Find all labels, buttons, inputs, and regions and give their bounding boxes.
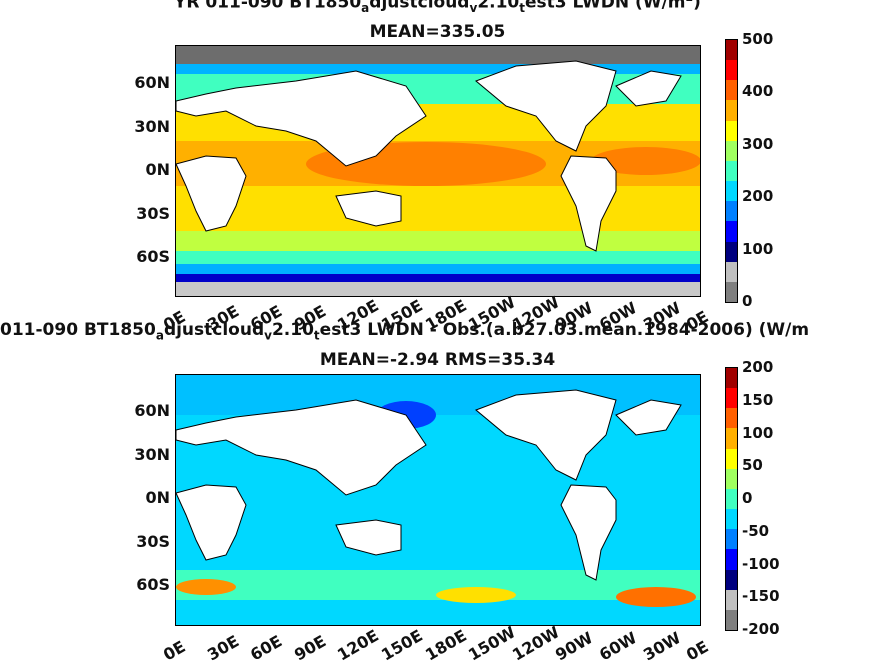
panel2-map bbox=[175, 374, 701, 626]
colorbar-tick-label: 0 bbox=[742, 292, 753, 310]
lat-label-0n-2: 0N bbox=[145, 488, 170, 507]
colorbar-segment bbox=[726, 569, 737, 590]
colorbar-segment bbox=[726, 589, 737, 610]
lat-label-30s-2: 30S bbox=[136, 532, 170, 551]
lon-label: 30E bbox=[203, 631, 242, 664]
colorbar-segment bbox=[726, 509, 737, 530]
panel1-subtitle: MEAN=335.05 bbox=[369, 22, 506, 42]
colorbar-tick-label: 500 bbox=[742, 30, 774, 48]
colorbar-tick-label: 400 bbox=[742, 82, 774, 101]
colorbar-segment bbox=[726, 261, 737, 282]
colorbar-segment bbox=[726, 241, 737, 262]
colorbar-segment bbox=[726, 60, 737, 81]
lon-label: 180E bbox=[421, 625, 470, 664]
colorbar-tick-label: -100 bbox=[742, 554, 780, 573]
lon-label: 60E bbox=[247, 631, 286, 664]
lon-label: 0E bbox=[683, 636, 712, 664]
colorbar-tick-label: 300 bbox=[742, 134, 774, 153]
panel1-map bbox=[175, 45, 701, 297]
lon-label: 150W bbox=[465, 622, 519, 664]
colorbar-tick-label: 150 bbox=[742, 390, 774, 409]
colorbar-segment bbox=[726, 140, 737, 161]
colorbar-segment bbox=[726, 468, 737, 489]
lat-label-30s-1: 30S bbox=[136, 204, 170, 223]
colorbar-segment bbox=[726, 609, 737, 630]
colorbar-segment bbox=[726, 120, 737, 141]
colorbar-segment bbox=[726, 388, 737, 409]
colorbar-tick-label: 100 bbox=[742, 423, 774, 442]
colorbar-tick-label: 100 bbox=[742, 239, 774, 258]
panel2-title: 011-090 BT1850adjustcloudv2.10test3 LWDN… bbox=[0, 320, 810, 343]
lon-label: 0E bbox=[160, 636, 189, 664]
lat-label-60n-1: 60N bbox=[134, 73, 170, 92]
panel1-colorbar bbox=[725, 39, 738, 303]
colorbar-segment bbox=[726, 80, 737, 101]
colorbar-tick-label: -150 bbox=[742, 587, 780, 606]
panel1-title: YR 011-090 BT1850adjustcloudv2.10test3 L… bbox=[174, 0, 701, 16]
lon-label: 150E bbox=[378, 625, 426, 664]
colorbar-segment bbox=[726, 368, 737, 389]
colorbar-segment bbox=[726, 428, 737, 449]
colorbar-segment bbox=[726, 40, 737, 61]
colorbar-segment bbox=[726, 100, 737, 121]
lon-label: 30W bbox=[639, 628, 684, 664]
lon-label: 120E bbox=[334, 625, 383, 664]
lat-label-0n-1: 0N bbox=[145, 160, 170, 179]
colorbar-segment bbox=[726, 181, 737, 202]
colorbar-tick-label: 50 bbox=[742, 456, 763, 475]
colorbar-segment bbox=[726, 160, 737, 182]
colorbar-tick-label: -200 bbox=[742, 620, 780, 638]
colorbar-segment bbox=[726, 448, 737, 469]
lon-label: 90E bbox=[290, 631, 330, 664]
colorbar-tick-label: 200 bbox=[742, 187, 774, 206]
colorbar-segment bbox=[726, 549, 737, 570]
lon-label: 60W bbox=[596, 628, 641, 664]
colorbar-segment bbox=[726, 281, 737, 302]
colorbar-segment bbox=[726, 529, 737, 550]
lat-label-60n-2: 60N bbox=[134, 401, 170, 420]
lat-label-30n-2: 30N bbox=[134, 445, 170, 464]
lat-label-30n-1: 30N bbox=[134, 117, 170, 136]
lat-label-60s-1: 60S bbox=[136, 247, 170, 266]
panel2-colorbar bbox=[725, 367, 738, 631]
lon-label: 120W bbox=[508, 622, 563, 664]
colorbar-segment bbox=[726, 488, 737, 510]
colorbar-tick-label: 0 bbox=[742, 489, 753, 507]
colorbar-segment bbox=[726, 201, 737, 222]
panel2-subtitle: MEAN=-2.94 RMS=35.34 bbox=[319, 350, 556, 370]
colorbar-segment bbox=[726, 408, 737, 429]
colorbar-segment bbox=[726, 221, 737, 242]
lat-label-60s-2: 60S bbox=[136, 575, 170, 594]
colorbar-tick-label: -50 bbox=[742, 521, 770, 540]
colorbar-tick-label: 200 bbox=[742, 358, 774, 376]
